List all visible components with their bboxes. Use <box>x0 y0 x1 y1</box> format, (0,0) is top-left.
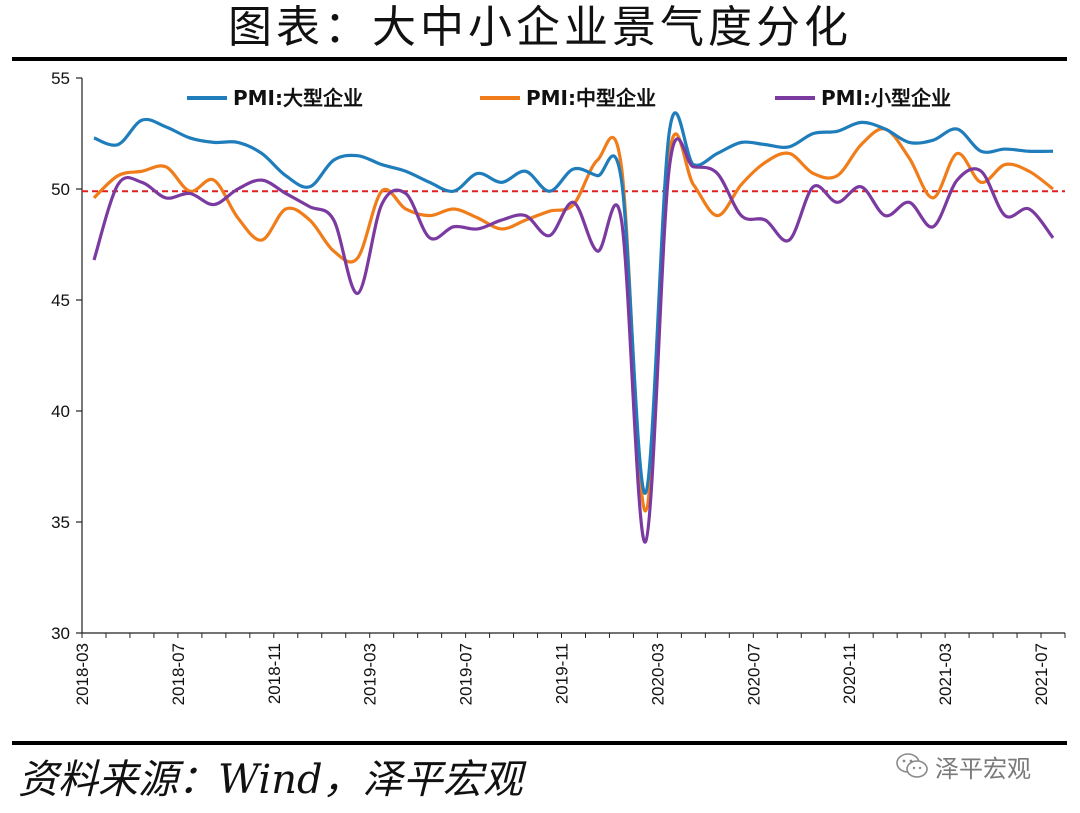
legend-label-large: PMI:大型企业 <box>233 86 363 110</box>
x-tick-label: 2019-07 <box>457 643 476 705</box>
y-tick-label: 30 <box>51 624 70 643</box>
series-line-medium <box>92 127 1054 513</box>
x-tick-label: 2020-11 <box>840 643 859 704</box>
x-tick-label: 2019-11 <box>553 643 572 704</box>
y-tick-label: 55 <box>51 69 70 88</box>
legend: PMI:大型企业 PMI:中型企业 PMI:小型企业 <box>187 86 951 110</box>
series-line-large <box>93 111 1054 495</box>
bottom-rule <box>12 741 1067 745</box>
x-tick-label: 2021-03 <box>936 643 955 705</box>
series-line-small <box>92 137 1055 544</box>
x-tick-label: 2020-07 <box>744 643 763 705</box>
top-rule <box>12 57 1067 61</box>
y-tick-label: 35 <box>51 513 70 532</box>
axes: 30 35 40 45 50 55 2018-03 2018-07 2018-11 2019-03… <box>51 69 1066 705</box>
series-group <box>92 111 1055 544</box>
legend-label-medium: PMI:中型企业 <box>526 86 656 110</box>
x-tick-label: 2018-03 <box>73 643 92 705</box>
x-tick-label: 2021-07 <box>1032 643 1051 705</box>
watermark-text: 泽平宏观 <box>935 754 1031 783</box>
watermark: 泽平宏观 <box>895 748 1031 784</box>
x-tick-label: 2019-03 <box>361 643 380 705</box>
x-tick-label: 2018-07 <box>169 643 188 705</box>
x-tick-label: 2018-11 <box>265 643 284 704</box>
pmi-line-chart: 30 35 40 45 50 55 2018-03 2018-07 2018-11 2019-03… <box>51 69 1066 705</box>
x-tick-label: 2020-03 <box>648 643 667 705</box>
wechat-bubble-icon <box>896 753 928 778</box>
y-tick-label: 45 <box>51 291 70 310</box>
legend-label-small: PMI:小型企业 <box>821 86 951 110</box>
y-tick-label: 40 <box>51 402 70 421</box>
source-note: 资料来源：Wind，泽平宏观 <box>18 757 523 803</box>
y-tick-label: 50 <box>51 180 70 199</box>
chart-title: 图表：大中小企业景气度分化 <box>228 2 852 53</box>
